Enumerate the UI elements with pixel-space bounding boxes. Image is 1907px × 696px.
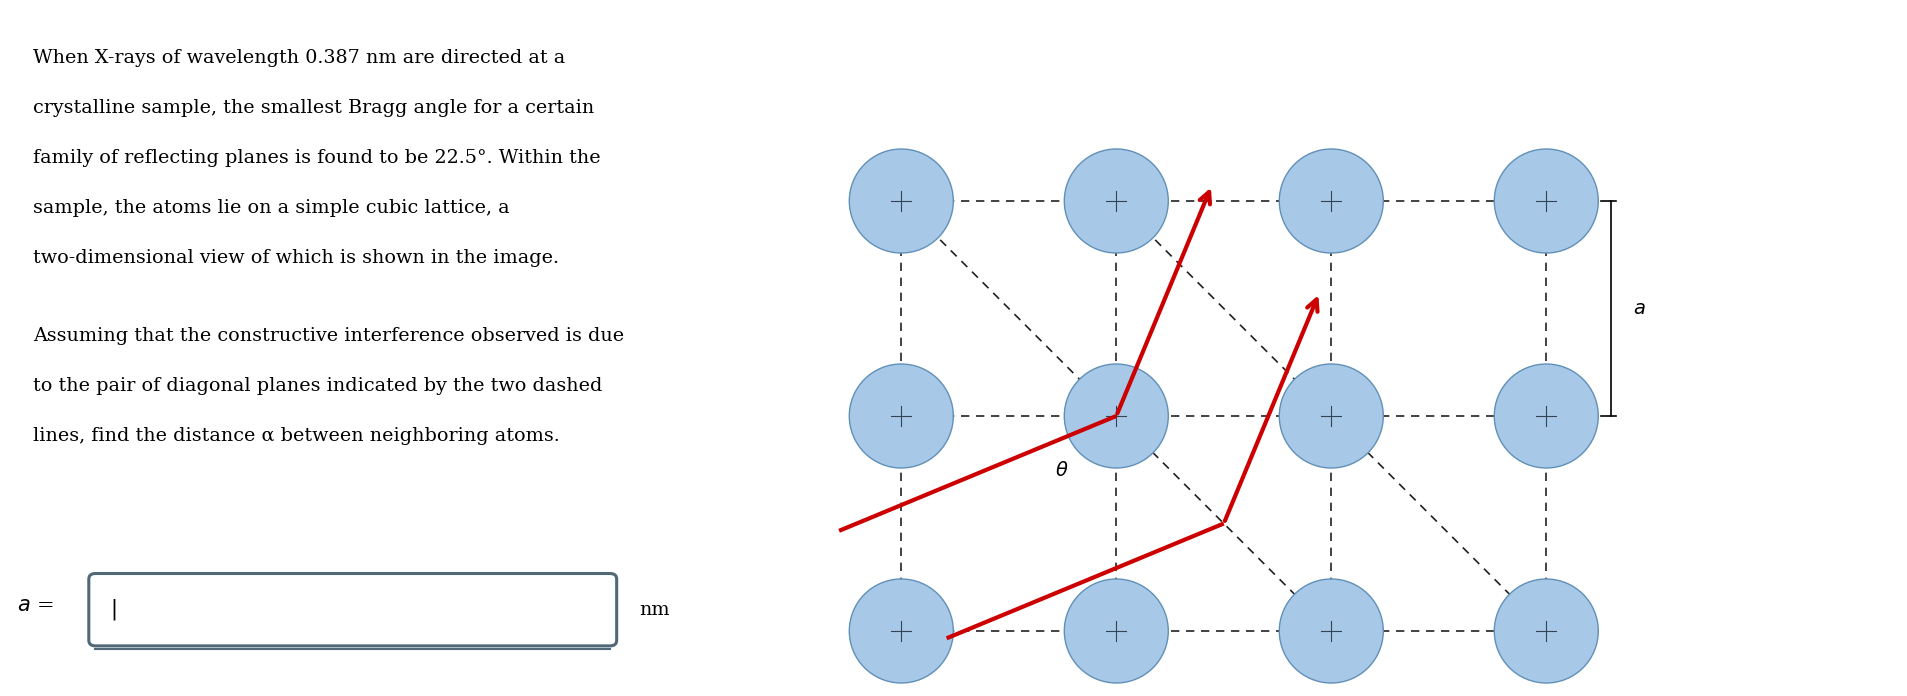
Circle shape <box>1493 364 1598 468</box>
Text: When X-rays of wavelength 0.387 nm are directed at a: When X-rays of wavelength 0.387 nm are d… <box>32 49 564 67</box>
Circle shape <box>1493 149 1598 253</box>
Text: sample, the atoms lie on a simple cubic lattice, a: sample, the atoms lie on a simple cubic … <box>32 199 509 217</box>
Circle shape <box>1493 579 1598 683</box>
Circle shape <box>1064 579 1167 683</box>
Text: $a$ =: $a$ = <box>17 596 53 615</box>
Text: nm: nm <box>639 601 669 619</box>
Text: Assuming that the constructive interference observed is due: Assuming that the constructive interfere… <box>32 327 624 345</box>
Text: $a$: $a$ <box>1632 299 1646 318</box>
Circle shape <box>1064 364 1167 468</box>
Circle shape <box>849 364 954 468</box>
FancyBboxPatch shape <box>90 574 616 646</box>
Text: two-dimensional view of which is shown in the image.: two-dimensional view of which is shown i… <box>32 249 559 267</box>
Circle shape <box>849 149 954 253</box>
Circle shape <box>1278 364 1383 468</box>
Circle shape <box>1064 149 1167 253</box>
Text: crystalline sample, the smallest Bragg angle for a certain: crystalline sample, the smallest Bragg a… <box>32 99 595 117</box>
Text: family of reflecting planes is found to be 22.5°. Within the: family of reflecting planes is found to … <box>32 149 601 167</box>
Circle shape <box>1278 579 1383 683</box>
Circle shape <box>849 579 954 683</box>
Text: lines, find the distance α between neighboring atoms.: lines, find the distance α between neigh… <box>32 427 559 445</box>
Circle shape <box>1278 149 1383 253</box>
Text: $\theta$: $\theta$ <box>1055 461 1068 480</box>
Text: |: | <box>111 599 118 620</box>
Text: to the pair of diagonal planes indicated by the two dashed: to the pair of diagonal planes indicated… <box>32 377 603 395</box>
